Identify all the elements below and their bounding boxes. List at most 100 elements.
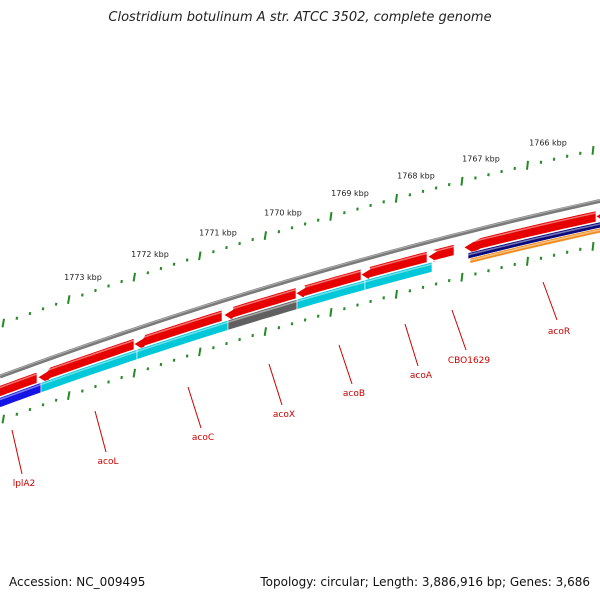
gene-leader-line — [94, 410, 107, 453]
scale-ticks — [1, 145, 595, 424]
feature-gloss — [369, 252, 428, 270]
backbone-line — [0, 199, 600, 379]
scale-tick-minor — [81, 293, 84, 297]
scale-tick-minor — [15, 412, 19, 416]
scale-tick-minor — [159, 266, 163, 271]
map-title: Clostridium botulinum A str. ATCC 3502, … — [108, 10, 492, 25]
scale-tick-minor — [159, 362, 163, 367]
feature-gloss — [296, 281, 366, 303]
scale-tick-major — [460, 272, 464, 282]
scale-tick-major — [394, 289, 398, 299]
topology-text: Topology: circular; Length: 3,886,916 bp… — [260, 575, 590, 589]
scale-tick-minor — [146, 367, 150, 371]
gene-leader-line — [338, 344, 353, 385]
feature-gloss — [227, 300, 298, 323]
scale-tick-major — [526, 256, 529, 266]
scale-tick-minor — [172, 262, 176, 266]
kbp-label: 1771 kbp — [199, 228, 237, 237]
scale-tick-major — [591, 241, 595, 251]
feature-gloss — [0, 383, 42, 401]
feature-gloss — [304, 270, 362, 288]
gene-label-lpla2: lplA2 — [13, 479, 36, 489]
gene-labels: lplA2 acoL acoC acoX acoB acoA CBO1629 acoR — [11, 281, 570, 489]
scale-tick-major — [132, 368, 136, 378]
scale-tick-minor — [107, 380, 110, 384]
scale-tick-major — [329, 211, 333, 221]
scale-tick-major — [198, 251, 202, 261]
feature-red — [595, 213, 600, 220]
kbp-label: 1768 kbp — [397, 171, 435, 180]
feature-red — [427, 244, 455, 263]
gene-leader-line — [451, 309, 467, 351]
scale-tick-minor — [54, 302, 58, 306]
gene-label-acor: acoR — [548, 327, 570, 337]
scale-tick-minor — [120, 279, 123, 284]
feature-gloss — [467, 223, 600, 256]
gene-leader-line — [187, 386, 202, 429]
scale-tick-major — [263, 231, 267, 241]
feature-acoR-2 — [469, 227, 600, 264]
feature-red — [360, 251, 428, 281]
feature-gloss — [436, 245, 455, 252]
scale-tick-major — [394, 193, 398, 203]
gene-label-acoc: acoC — [192, 433, 214, 443]
scale-tick-minor — [15, 316, 19, 320]
scale-tick-minor — [185, 354, 189, 358]
feature-gloss — [469, 229, 600, 262]
gene-leader-line — [11, 429, 23, 475]
scale-tick-major — [67, 295, 71, 304]
scale-tick-major — [1, 318, 5, 328]
scale-tick-minor — [94, 384, 97, 389]
scale-tick-major — [460, 176, 464, 186]
gene-label-acox: acoX — [273, 410, 295, 420]
scale-tick-major — [526, 160, 529, 170]
scale-tick-minor — [94, 288, 97, 293]
gene-label-acob: acoB — [343, 389, 365, 399]
gene-label-acol: acoL — [98, 457, 119, 467]
gene-features — [0, 210, 600, 408]
feature-red — [133, 309, 223, 350]
kbp-label: 1770 kbp — [264, 209, 302, 218]
scale-tick-major — [263, 327, 267, 337]
scale-tick-minor — [28, 407, 32, 412]
feature-gloss — [46, 339, 135, 372]
feature-gloss — [232, 288, 297, 310]
feature-gloss — [472, 212, 597, 243]
scale-tick-minor — [28, 311, 32, 316]
kbp-label: 1767 kbp — [462, 155, 500, 164]
kbp-label: 1769 kbp — [331, 189, 369, 198]
scale-tick-minor — [54, 398, 58, 402]
feature-red — [0, 371, 38, 397]
scale-labels: 1766 kbp 1767 kbp 1768 kbp 1769 kbp 1770 kbp… — [64, 139, 567, 282]
feature-gloss — [136, 321, 229, 353]
scale-tick-minor — [172, 358, 176, 362]
gene-label-cbo1629: CBO1629 — [448, 356, 491, 366]
kbp-label: 1773 kbp — [64, 273, 102, 282]
feature-gloss — [0, 373, 38, 389]
backbone-highlight — [0, 199, 600, 376]
scale-tick-minor — [41, 403, 45, 407]
kbp-label: 1772 kbp — [131, 250, 169, 259]
kbp-label: 1766 kbp — [529, 139, 567, 148]
scale-tick-major — [132, 272, 136, 282]
scale-tick-major — [329, 307, 333, 317]
genome-backbone — [0, 199, 600, 379]
feature-gloss — [142, 311, 223, 339]
scale-tick-major — [1, 414, 5, 424]
scale-tick-minor — [81, 389, 84, 393]
gene-label-acoa: acoA — [410, 371, 433, 381]
gene-leader-line — [268, 363, 283, 406]
feature-gloss — [40, 350, 138, 386]
scale-tick-major — [591, 145, 595, 155]
scale-tick-minor — [146, 271, 150, 275]
scale-tick-minor — [41, 307, 45, 311]
scale-tick-major — [198, 347, 202, 357]
scale-tick-minor — [185, 258, 189, 262]
scale-tick-minor — [120, 375, 123, 380]
gene-leader-line — [404, 323, 419, 367]
gene-leader-line — [542, 281, 558, 321]
scale-tick-major — [67, 391, 71, 400]
scale-tick-minor — [107, 284, 110, 288]
accession-text: Accession: NC_009495 — [9, 575, 146, 589]
